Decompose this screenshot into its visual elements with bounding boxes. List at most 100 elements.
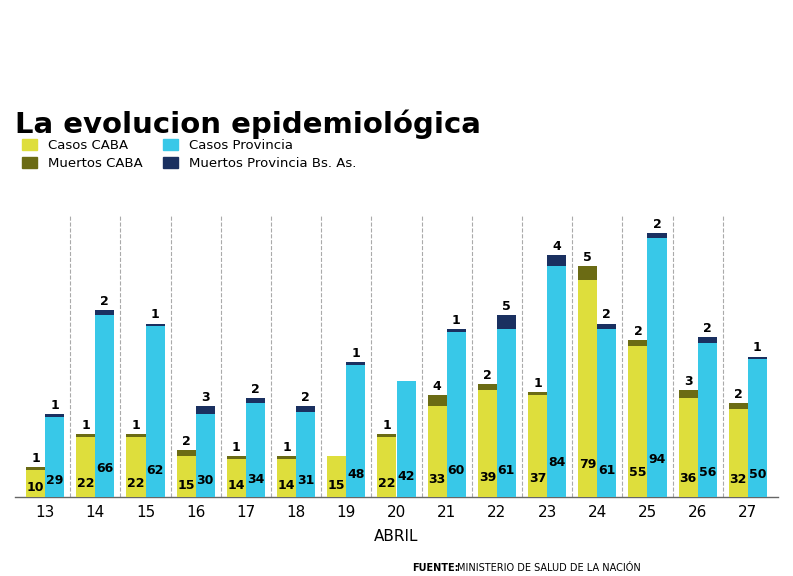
- Text: 1: 1: [753, 342, 762, 354]
- Text: 32: 32: [730, 473, 747, 487]
- Text: 4: 4: [552, 240, 561, 253]
- Text: 3: 3: [201, 391, 209, 404]
- Text: 2: 2: [734, 388, 743, 401]
- Text: 2: 2: [251, 383, 260, 396]
- Text: 36: 36: [680, 472, 697, 485]
- Bar: [377, 434, 396, 437]
- Bar: [126, 437, 145, 497]
- Text: 30: 30: [197, 474, 214, 487]
- Bar: [196, 406, 215, 415]
- Text: 39: 39: [479, 471, 496, 484]
- Text: 14: 14: [228, 479, 245, 492]
- Bar: [497, 316, 516, 329]
- Bar: [628, 346, 648, 497]
- Bar: [76, 434, 95, 437]
- Text: 79: 79: [579, 458, 596, 471]
- Text: 22: 22: [378, 477, 396, 490]
- Text: 33: 33: [428, 473, 446, 486]
- Bar: [648, 233, 667, 238]
- Text: 22: 22: [127, 477, 145, 490]
- Text: 2: 2: [301, 391, 310, 404]
- Text: 2: 2: [101, 295, 109, 308]
- Bar: [246, 403, 265, 497]
- Text: 14: 14: [278, 479, 295, 492]
- Bar: [177, 456, 196, 497]
- Bar: [547, 255, 566, 266]
- Text: 29: 29: [46, 475, 63, 487]
- Bar: [528, 392, 547, 395]
- Text: 31: 31: [297, 474, 314, 487]
- Bar: [26, 469, 45, 497]
- Bar: [145, 324, 165, 327]
- Bar: [126, 434, 145, 437]
- Bar: [76, 437, 95, 497]
- Bar: [648, 238, 667, 497]
- Text: 5: 5: [502, 300, 511, 313]
- Text: 1: 1: [50, 399, 59, 412]
- Bar: [246, 398, 265, 403]
- Bar: [196, 415, 215, 497]
- Bar: [347, 365, 366, 497]
- Legend: Casos CABA, Muertos CABA, Casos Provincia, Muertos Provincia Bs. As.: Casos CABA, Muertos CABA, Casos Provinci…: [21, 139, 356, 170]
- Bar: [227, 456, 246, 458]
- Bar: [628, 340, 648, 346]
- Bar: [95, 316, 114, 497]
- Bar: [427, 406, 446, 497]
- Text: 15: 15: [328, 479, 346, 492]
- Text: 37: 37: [529, 472, 546, 485]
- Bar: [95, 310, 114, 316]
- Bar: [347, 362, 366, 365]
- Bar: [277, 456, 296, 458]
- Text: 1: 1: [382, 419, 391, 431]
- Text: 1: 1: [452, 314, 461, 327]
- Bar: [497, 329, 516, 497]
- Bar: [698, 338, 717, 343]
- Text: 61: 61: [498, 464, 515, 477]
- Bar: [427, 395, 446, 406]
- Bar: [277, 458, 296, 497]
- Text: 1: 1: [82, 419, 90, 431]
- Text: MINISTERIO DE SALUD DE LA NACIÓN: MINISTERIO DE SALUD DE LA NACIÓN: [457, 563, 641, 573]
- Text: 2: 2: [653, 218, 661, 230]
- Bar: [528, 395, 547, 497]
- Text: 84: 84: [548, 456, 565, 469]
- Bar: [748, 357, 767, 359]
- Bar: [377, 437, 396, 497]
- Bar: [478, 390, 497, 497]
- Bar: [748, 359, 767, 497]
- Text: FUENTE:: FUENTE:: [412, 563, 459, 573]
- Text: 3: 3: [684, 374, 692, 388]
- Bar: [478, 384, 497, 390]
- Text: 1: 1: [31, 452, 40, 465]
- Text: 50: 50: [749, 468, 766, 480]
- Bar: [26, 467, 45, 469]
- Text: 62: 62: [147, 464, 163, 476]
- Text: 61: 61: [598, 464, 615, 477]
- Bar: [597, 329, 616, 497]
- Text: 1: 1: [132, 419, 140, 431]
- Bar: [227, 458, 246, 497]
- Bar: [446, 332, 465, 497]
- Text: 2: 2: [603, 309, 611, 321]
- Text: 60: 60: [447, 464, 465, 478]
- Text: 1: 1: [533, 377, 542, 391]
- Bar: [578, 279, 597, 497]
- Text: 4: 4: [433, 380, 442, 393]
- Text: 1: 1: [151, 309, 159, 321]
- Text: 1: 1: [282, 441, 291, 453]
- Text: 5: 5: [584, 251, 592, 264]
- Text: 94: 94: [649, 453, 665, 466]
- Text: 2: 2: [634, 325, 642, 338]
- Bar: [729, 403, 748, 409]
- Text: 2: 2: [182, 435, 190, 448]
- Bar: [296, 412, 315, 497]
- Text: La evolucion epidemiológica: La evolucion epidemiológica: [15, 109, 481, 139]
- Text: 2: 2: [483, 369, 492, 382]
- Bar: [45, 415, 64, 417]
- Text: 42: 42: [397, 470, 415, 483]
- Bar: [698, 343, 717, 497]
- Bar: [396, 381, 416, 497]
- Bar: [177, 450, 196, 456]
- Bar: [45, 417, 64, 497]
- Bar: [578, 266, 597, 279]
